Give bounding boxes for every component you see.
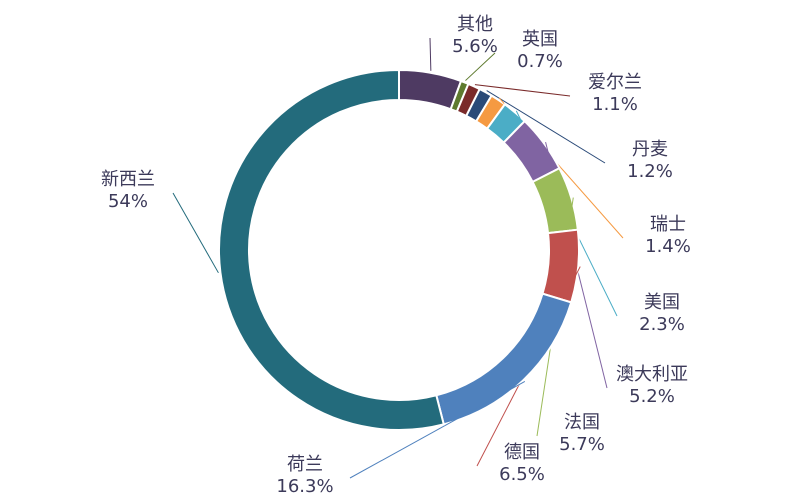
slice-label: 新西兰 [101,169,155,190]
slice [218,68,445,431]
leader-line [429,37,432,71]
slice [398,68,463,111]
slice-label: 美国 [644,292,680,313]
value-label: 16.3% [276,476,333,497]
slice-label: 英国 [522,29,558,50]
value-label: 2.3% [639,314,685,335]
slice-label: 法国 [564,412,600,433]
slice [541,228,580,304]
slice-label: 澳大利亚 [616,364,688,385]
value-label: 5.7% [559,434,605,455]
value-label: 5.6% [452,36,498,57]
slice-label: 其他 [457,14,493,35]
slice-label: 瑞士 [650,214,686,235]
slice-label: 德国 [504,442,540,463]
value-label: 1.4% [645,236,691,257]
value-label: 1.1% [592,94,638,115]
value-label: 6.5% [499,464,545,485]
leader-line [486,90,606,164]
leader-line [349,381,526,479]
value-label: 0.7% [517,51,563,72]
leader-line [172,192,219,274]
value-label: 1.2% [627,161,673,182]
slice-label: 丹麦 [632,139,668,160]
leader-line [465,52,496,81]
value-label: 54% [108,191,148,212]
leader-line [474,84,571,97]
slice [435,292,573,426]
value-label: 5.2% [629,386,675,407]
slice-label: 爱尔兰 [588,72,642,93]
slice [531,166,579,235]
slice-label: 荷兰 [287,454,323,475]
